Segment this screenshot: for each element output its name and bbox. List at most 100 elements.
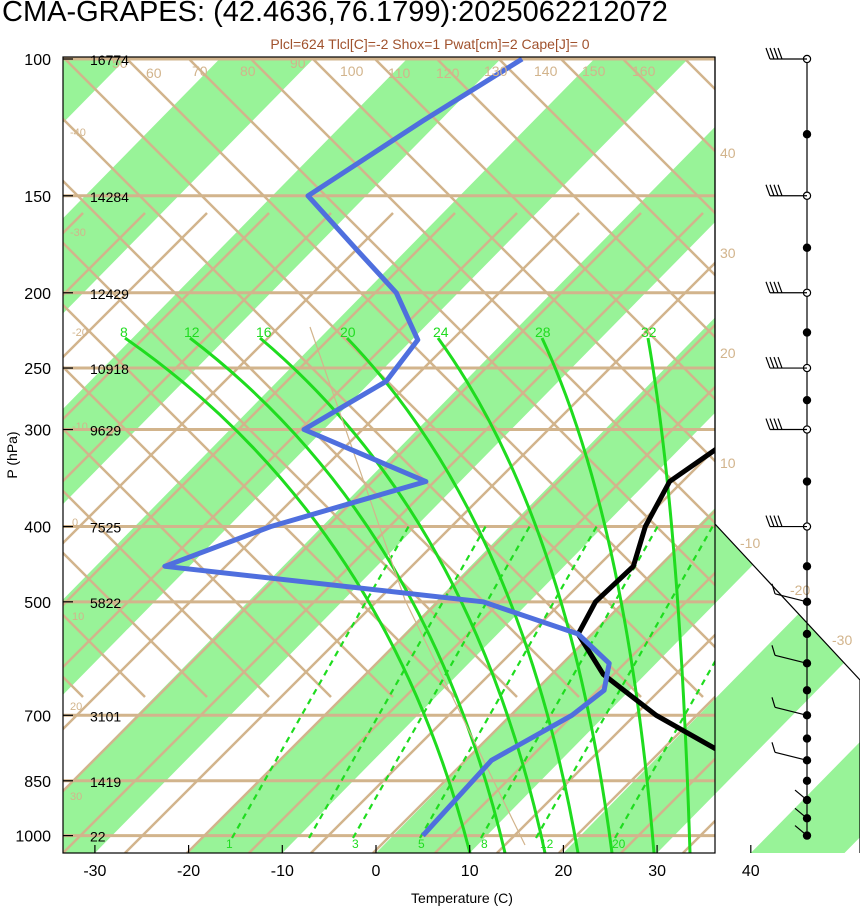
moist-adiabat — [189, 336, 507, 853]
dry-adiabat-label: 10 — [720, 455, 736, 471]
wind-barb-feather — [769, 281, 775, 293]
dry-adiabat-label: 20 — [720, 345, 736, 361]
moist-adiabat — [345, 336, 580, 853]
isotherm-label: -30 — [70, 227, 86, 239]
dry-adiabat — [63, 212, 704, 853]
wind-barb-feather — [765, 184, 771, 196]
y-tick-label: 300 — [24, 423, 51, 440]
mixing-ratio-label: 1 — [226, 837, 233, 851]
dry-adiabat-cross — [63, 365, 394, 698]
wind-station-dot — [802, 562, 812, 571]
dry-adiabat-cross — [186, 57, 715, 587]
height-label: 7525 — [90, 520, 121, 536]
dry-adiabat-cross — [63, 179, 580, 698]
dry-adiabat — [496, 633, 715, 853]
dry-adiabat — [745, 213, 860, 853]
dry-adiabat-label: 60 — [146, 65, 162, 81]
line-labels: 8 12 16 20 24 28 32 1 3 5 8 12 20 -40 -30 -20 -10 0 10 20 30… — [70, 55, 852, 851]
dry-adiabat — [63, 212, 270, 421]
isotherm-label: 10 — [72, 611, 84, 623]
wind-barb-feather — [773, 418, 779, 430]
mixing-ratio-line — [480, 523, 660, 839]
dry-adiabat-label: 130 — [484, 63, 508, 79]
wind-barb-feather — [773, 184, 779, 196]
y-tick-label: 500 — [24, 595, 51, 612]
moist-adiabat-label: 20 — [340, 324, 356, 340]
moist-adiabat — [436, 337, 614, 853]
wind-station-dot — [802, 597, 812, 607]
moist-adiabat — [259, 336, 547, 853]
mixing-ratio-label: 3 — [352, 837, 359, 851]
dry-adiabat-cross — [558, 57, 715, 215]
dry-adiabat-label: 120 — [436, 65, 460, 81]
wind-barb-feather — [771, 583, 776, 594]
height-label: 1419 — [90, 774, 121, 790]
dry-adiabat-cross — [63, 427, 332, 698]
dry-adiabat-label: 50 — [112, 55, 128, 71]
wind-station-dot — [802, 328, 812, 337]
wind-station-dot — [802, 776, 812, 785]
sounding-profiles — [162, 57, 715, 846]
moist-adiabat — [646, 337, 692, 853]
wind-barb-feather — [777, 184, 783, 196]
wind-barb-feather — [777, 47, 783, 60]
wind-barb-feather — [773, 356, 779, 369]
mixing-ratio-label: 20 — [612, 837, 626, 851]
dry-adiabat — [310, 447, 715, 853]
dry-adiabat-label: -20 — [790, 582, 810, 598]
wind-barb-feather — [773, 515, 779, 527]
wind-barb-feather — [769, 515, 775, 527]
wind-barb-feather — [771, 645, 776, 656]
dry-adiabat — [558, 695, 715, 853]
height-label: 9629 — [90, 423, 121, 439]
moist-adiabat-label: 24 — [433, 324, 449, 340]
isotherm-bands-extension — [715, 524, 860, 853]
mixing-ratio-label: 8 — [481, 837, 488, 851]
y-tick-label: 100 — [24, 52, 51, 69]
wind-barb-feather — [765, 356, 771, 369]
grid-lines — [63, 57, 860, 853]
dry-adiabat — [63, 212, 642, 793]
moist-adiabat-label: 8 — [120, 324, 128, 340]
dry-adiabat-cross — [63, 303, 456, 698]
dry-adiabat-cross — [807, 57, 860, 697]
y-tick-label: 150 — [24, 189, 51, 206]
dry-adiabat-cross — [124, 57, 715, 649]
x-tick-label: -10 — [271, 863, 294, 880]
wind-station-dot — [802, 756, 812, 765]
wind-barb-feather — [769, 418, 775, 430]
x-tick-label: -30 — [83, 863, 106, 880]
y-tick-label: 700 — [24, 708, 51, 725]
wind-barb-feather — [777, 418, 783, 430]
wind-station-dot — [802, 734, 812, 743]
wind-station-dot — [802, 130, 812, 139]
mixing-ratio-line — [308, 523, 488, 839]
mixing-ratio-line — [614, 659, 715, 839]
wind-barb-feather — [765, 515, 771, 527]
wind-station-dot — [802, 629, 812, 639]
y-tick-label: 400 — [24, 520, 51, 537]
isotherm-label: -20 — [72, 327, 88, 339]
dry-adiabat-label: 160 — [632, 63, 656, 79]
isotherm-label: 0 — [72, 517, 78, 529]
wind-station-dot — [802, 243, 812, 252]
dry-adiabat — [63, 212, 394, 545]
dry-adiabat-cross — [63, 241, 518, 698]
parcel-trace — [309, 326, 526, 846]
mixing-ratio-line — [535, 523, 715, 839]
dry-adiabat-cross — [63, 117, 642, 698]
wind-barb-feather — [777, 281, 783, 293]
isotherm-label: 30 — [70, 791, 82, 803]
wind-frame — [714, 57, 860, 853]
y-tick-label: 1000 — [15, 829, 51, 846]
dry-adiabat-cross — [310, 57, 715, 463]
dry-adiabat-label: 40 — [720, 145, 736, 161]
wind-barb-feather — [771, 697, 776, 708]
dry-adiabat-label: 100 — [340, 63, 364, 79]
wind-station-dot — [802, 477, 812, 486]
height-label: 12429 — [90, 286, 129, 302]
wind-barb-shaft — [774, 593, 808, 603]
y-axis-label: P (hPa) — [4, 431, 20, 478]
